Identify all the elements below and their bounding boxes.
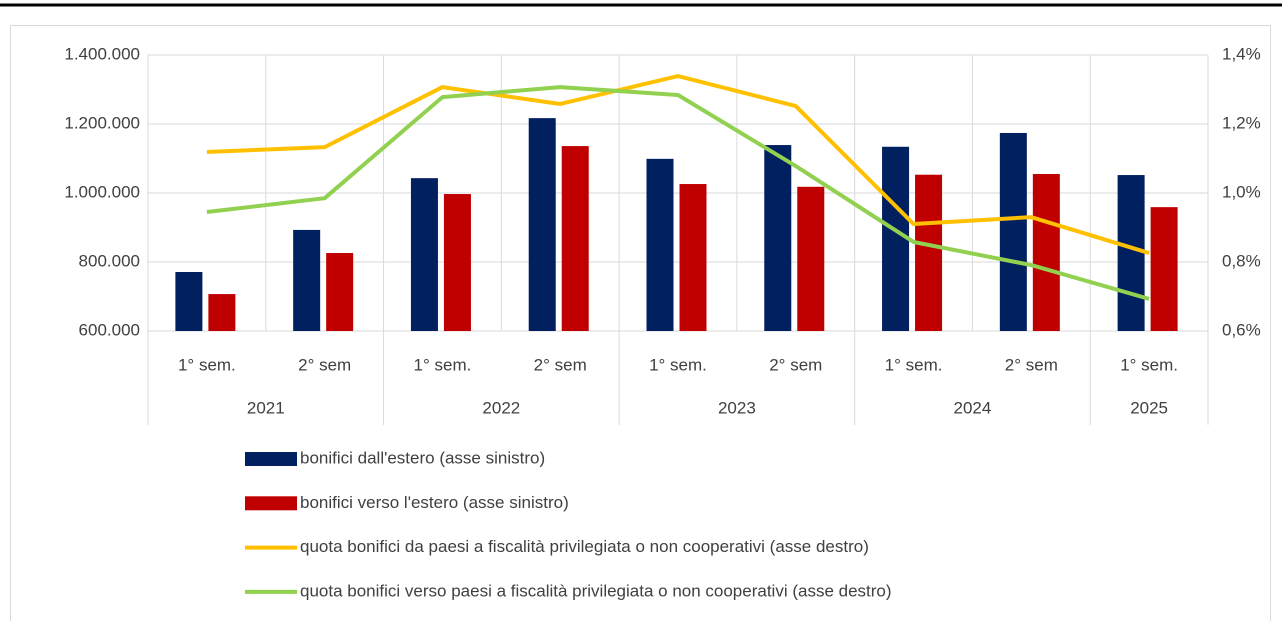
group-label: 2023 — [718, 398, 756, 417]
line-series — [206, 85, 1150, 301]
y-tick-label: 800.000 — [79, 251, 140, 270]
x-tick-label: 1° sem. — [885, 355, 943, 374]
bar — [208, 294, 236, 331]
y2-tick-label: 1,0% — [1222, 182, 1261, 201]
bar — [764, 145, 792, 331]
legend-label: bonifici dall'estero (asse sinistro) — [300, 448, 545, 467]
bar — [1032, 174, 1060, 331]
line-series — [206, 74, 1150, 255]
x-tick-label: 1° sem. — [414, 355, 472, 374]
x-tick-label: 1° sem. — [178, 355, 236, 374]
x-tick-label: 2° sem — [298, 355, 351, 374]
x-tick-label: 2° sem — [534, 355, 587, 374]
bar — [679, 184, 707, 331]
group-label: 2025 — [1130, 398, 1168, 417]
bar — [528, 118, 556, 331]
x-tick-label: 2° sem — [1005, 355, 1058, 374]
y2-tick-label: 1,2% — [1222, 113, 1261, 132]
bar — [1150, 207, 1178, 331]
bar — [561, 146, 589, 331]
bar — [797, 186, 825, 331]
legend-swatch — [245, 496, 297, 511]
legend-label: bonifici verso l'estero (asse sinistro) — [300, 493, 569, 512]
bar — [443, 194, 471, 331]
legend-label: quota bonifici verso paesi a fiscalità p… — [300, 581, 892, 600]
bar — [293, 229, 321, 331]
bar — [882, 146, 910, 331]
legend-label: quota bonifici da paesi a fiscalità priv… — [300, 537, 869, 556]
bar — [175, 272, 203, 331]
bar — [646, 158, 674, 331]
y-tick-label: 600.000 — [79, 320, 140, 339]
x-tick-label: 1° sem. — [649, 355, 707, 374]
group-label: 2024 — [954, 398, 992, 417]
x-tick-label: 1° sem. — [1120, 355, 1178, 374]
x-tick-label: 2° sem — [769, 355, 822, 374]
y2-tick-label: 0,6% — [1222, 320, 1261, 339]
y2-tick-label: 0,8% — [1222, 251, 1261, 270]
bar — [915, 174, 943, 331]
bar — [999, 132, 1027, 331]
y-tick-label: 1.200.000 — [64, 113, 140, 132]
group-label: 2021 — [247, 398, 285, 417]
y2-tick-label: 1,4% — [1222, 44, 1261, 63]
y-tick-label: 1.000.000 — [64, 182, 140, 201]
bar — [326, 253, 354, 331]
bar — [410, 178, 438, 331]
bar — [1117, 175, 1145, 331]
y-tick-label: 1.400.000 — [64, 44, 140, 63]
chart-border — [10, 25, 1271, 621]
group-label: 2022 — [482, 398, 520, 417]
legend-swatch — [245, 452, 297, 466]
